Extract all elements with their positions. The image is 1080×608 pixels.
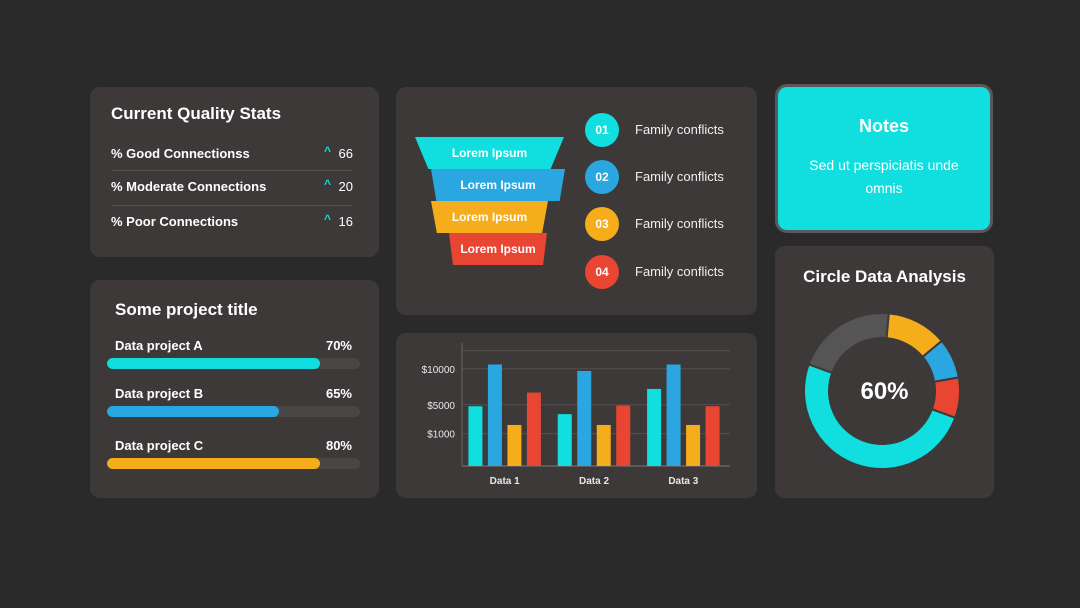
quality-row-value: 16 [338, 214, 353, 229]
bar [487, 364, 502, 466]
funnel-layer: Lorem Ipsum [431, 201, 548, 233]
project-percent: 70% [325, 338, 352, 353]
project-progress-card: Some project title Data project A 70% Da… [90, 280, 379, 498]
progress-fill [107, 406, 280, 417]
donut-title: Circle Data Analysis [803, 267, 966, 286]
donut-slice [807, 312, 890, 375]
funnel-legend-item: 01 Family conflicts [585, 113, 745, 147]
quality-row-value: 20 [338, 179, 353, 194]
notes-body: Sed ut perspiciatis unde omnis [809, 157, 959, 196]
number-badge: 03 [585, 207, 619, 241]
progress-track [107, 406, 360, 417]
funnel-legend-item: 03 Family conflicts [585, 207, 745, 241]
number-badge: 04 [585, 255, 619, 289]
x-tick-label: Data 3 [668, 476, 698, 487]
donut-slice [803, 363, 957, 470]
funnel-layer: Lorem Ipsum [415, 137, 564, 169]
legend-text: Family conflicts [635, 264, 724, 279]
bar [616, 405, 631, 466]
donut-chart-card: Circle Data Analysis 60% [775, 246, 994, 498]
funnel-legend-item: 04 Family conflicts [585, 255, 745, 289]
chevron-up-icon: ^ [323, 212, 331, 226]
number-badge: 01 [585, 113, 619, 147]
divider [111, 205, 353, 206]
quality-stats-title: Current Quality Stats [111, 104, 282, 123]
bar [705, 406, 720, 466]
quality-stats-card: Current Quality Stats % Good Connections… [90, 87, 379, 257]
notes-card: Notes Sed ut perspiciatis unde omnis [775, 84, 993, 233]
project-label: Data project B [115, 386, 204, 401]
bar [577, 370, 592, 466]
funnel-card: Lorem Ipsum Lorem Ipsum Lorem Ipsum Lore… [396, 87, 757, 315]
donut-slice [930, 376, 961, 419]
progress-fill [107, 458, 320, 469]
funnel-layer: Lorem Ipsum [431, 169, 565, 201]
progress-fill [107, 358, 320, 369]
bar [557, 414, 572, 466]
chevron-up-icon: ^ [323, 177, 331, 191]
bar [468, 406, 483, 466]
project-label: Data project C [115, 438, 204, 453]
number-badge: 02 [585, 160, 619, 194]
legend-text: Family conflicts [635, 216, 724, 231]
project-progress-item: Data project C 80% [107, 438, 360, 474]
quality-row: % Good Connectionss ^ 66 [111, 137, 353, 171]
quality-row-label: % Poor Connections [111, 214, 239, 229]
x-tick-label: Data 1 [490, 476, 520, 487]
quality-row-label: % Good Connectionss [111, 146, 250, 161]
progress-track [107, 458, 360, 469]
bar [596, 424, 611, 466]
bar [647, 388, 662, 466]
progress-track [107, 358, 360, 369]
notes-title: Notes [858, 116, 909, 136]
project-percent: 65% [325, 386, 352, 401]
donut-center-value: 60% [860, 378, 909, 405]
bar-chart-card: $10000 $5000 $1000 Data 1 Data 2 Data 3 [396, 333, 757, 498]
project-percent: 80% [325, 438, 352, 453]
legend-text: Family conflicts [635, 169, 724, 184]
quality-row-value: 66 [338, 146, 353, 161]
divider [111, 170, 353, 171]
project-progress-item: Data project B 65% [107, 386, 360, 422]
y-tick-label: $10000 [422, 365, 456, 376]
project-label: Data project A [115, 338, 203, 353]
bar [686, 424, 701, 466]
project-progress-item: Data project A 70% [107, 338, 360, 374]
y-tick-label: $5000 [427, 401, 455, 412]
quality-row: % Moderate Connections ^ 20 [111, 170, 353, 204]
funnel-layer: Lorem Ipsum [449, 233, 547, 265]
x-tick-label: Data 2 [579, 476, 609, 487]
donut-chart [803, 312, 961, 470]
quality-row-label: % Moderate Connections [111, 179, 267, 194]
quality-row: % Poor Connections ^ 16 [111, 205, 353, 239]
bar-chart: $10000 $5000 $1000 Data 1 Data 2 Data 3 [422, 342, 730, 487]
project-card-title: Some project title [115, 300, 258, 319]
legend-text: Family conflicts [635, 122, 724, 137]
bar [507, 424, 522, 466]
bar [666, 364, 681, 466]
y-tick-label: $1000 [427, 430, 455, 441]
chevron-up-icon: ^ [323, 144, 331, 158]
funnel-legend-item: 02 Family conflicts [585, 160, 745, 194]
bar [526, 392, 541, 466]
